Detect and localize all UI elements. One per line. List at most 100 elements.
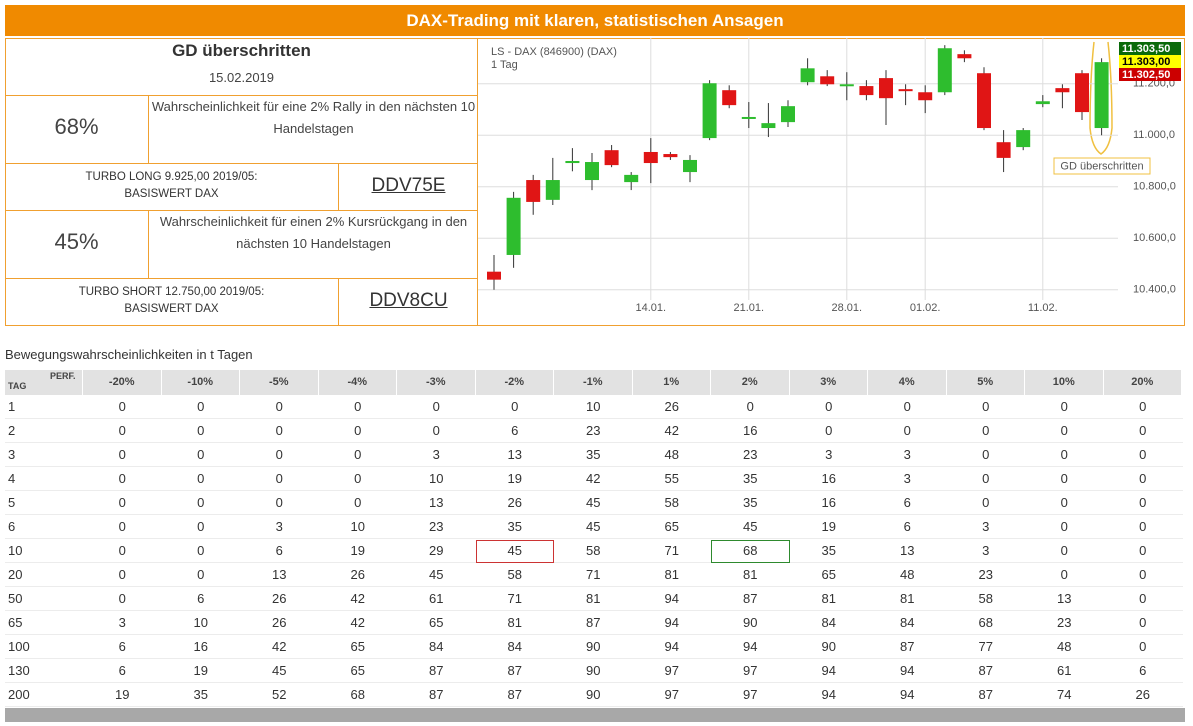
table-cell: 90	[586, 639, 601, 654]
table-cell: 0	[275, 423, 283, 438]
table-cell: 65	[821, 567, 836, 582]
x-tick-label: 21.01.	[734, 302, 765, 314]
table-cell: 23	[586, 423, 601, 438]
table-cell: 0	[197, 519, 205, 534]
table-cell: 19	[350, 543, 365, 558]
table-cell: 87	[429, 663, 444, 678]
candle-body	[506, 197, 521, 255]
table-cell: 58	[586, 543, 601, 558]
table-cell: 3	[903, 447, 911, 462]
table-cell: 0	[197, 495, 205, 510]
column-header: 20%	[1103, 370, 1182, 395]
table-cell: 26	[272, 591, 287, 606]
price-label-box	[1119, 55, 1181, 68]
table-cell: 61	[1057, 663, 1072, 678]
table-cell: 87	[978, 663, 993, 678]
table-cell: 35	[507, 519, 522, 534]
column-header: 4%	[868, 370, 947, 395]
divider	[5, 95, 478, 96]
table-cell: 0	[1139, 423, 1147, 438]
table-cell: 3	[432, 447, 440, 462]
signal-title: GD überschritten	[172, 41, 311, 60]
table-cell: 6	[118, 663, 126, 678]
signal-date: 15.02.2019	[208, 70, 275, 85]
table-cell: 0	[432, 423, 440, 438]
table-cell: 0	[746, 399, 754, 414]
table-cell: 42	[350, 615, 365, 630]
table-cell: 26	[1135, 687, 1150, 702]
table-cell: 0	[118, 567, 126, 582]
table-cell: 0	[982, 399, 990, 414]
table-cell: 0	[1060, 495, 1068, 510]
table-cell: 23	[429, 519, 444, 534]
chart-subtitle: 1 Tag	[491, 59, 518, 71]
table-cell: 55	[664, 471, 679, 486]
table-cell: 81	[507, 615, 522, 630]
table-cell: 58	[507, 567, 522, 582]
product-link[interactable]: DDV75E	[371, 175, 446, 196]
product-line: BASISWERT DAX	[124, 188, 219, 200]
table-cell: 0	[432, 399, 440, 414]
table-cell: 42	[586, 471, 601, 486]
table-cell: 45	[272, 663, 287, 678]
table-cell: 42	[350, 591, 365, 606]
table-cell: 65	[429, 615, 444, 630]
column-header: 5%	[946, 370, 1025, 395]
table-cell: 94	[743, 639, 758, 654]
table-cell: 0	[197, 471, 205, 486]
table-cell: 84	[429, 639, 444, 654]
table-cell: 0	[118, 399, 126, 414]
column-header: -20%	[83, 370, 162, 395]
candle-body	[1016, 130, 1031, 148]
table-cell: 87	[900, 639, 915, 654]
table-cell: 0	[275, 399, 283, 414]
table-cell: 10	[586, 399, 601, 414]
table-cell: 26	[664, 399, 679, 414]
table-cell: 68	[743, 543, 758, 558]
divider	[5, 210, 478, 211]
table-cell: 97	[743, 663, 758, 678]
row-label: 130	[8, 663, 30, 678]
table-cell: 0	[1060, 399, 1068, 414]
table-cell: 94	[664, 639, 679, 654]
candle-body	[918, 92, 933, 101]
divider	[338, 279, 339, 325]
table-cell: 19	[821, 519, 836, 534]
long-text: Wahrscheinlichkeit für eine 2% Rally in …	[151, 99, 476, 136]
table-cell: 48	[664, 447, 679, 462]
divider	[148, 211, 149, 278]
column-header: -2%	[475, 370, 554, 395]
candle-body	[487, 271, 501, 280]
table-cell: 45	[429, 567, 444, 582]
table-cell: 42	[664, 423, 679, 438]
row-label: 20	[8, 567, 23, 582]
table-cell: 16	[821, 471, 836, 486]
y-tick-label: 11.000,0	[1133, 129, 1175, 141]
candle-body	[663, 154, 678, 158]
column-header: -3%	[397, 370, 476, 395]
product-link[interactable]: DDV8CU	[369, 290, 448, 311]
table-cell: 23	[1057, 615, 1072, 630]
candle-body	[643, 151, 658, 164]
table-cell: 65	[350, 639, 365, 654]
table-cell: 87	[429, 687, 444, 702]
divider	[5, 163, 478, 164]
table-cell: 0	[1060, 543, 1068, 558]
x-tick-label: 14.01.	[636, 302, 667, 314]
table-cell: 0	[982, 447, 990, 462]
table-row	[5, 563, 1183, 587]
table-cell: 6	[275, 543, 283, 558]
table-cell: 0	[1139, 615, 1147, 630]
table-cell: 0	[1060, 447, 1068, 462]
table-cell: 94	[900, 687, 915, 702]
table-cell: 16	[193, 639, 208, 654]
candle-body	[1075, 73, 1089, 113]
table-cell: 0	[1139, 399, 1147, 414]
table-cell: 0	[1139, 471, 1147, 486]
column-header: -1%	[554, 370, 633, 395]
annotation: GD überschritten	[1060, 160, 1143, 172]
scrollbar	[5, 708, 1185, 722]
table-cell: 74	[1057, 687, 1072, 702]
price-label-box	[1119, 68, 1181, 81]
table-cell: 81	[743, 567, 758, 582]
